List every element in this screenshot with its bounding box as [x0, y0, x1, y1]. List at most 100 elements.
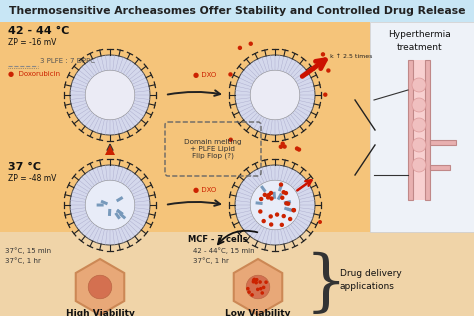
Circle shape — [235, 165, 315, 245]
Circle shape — [252, 280, 255, 283]
Circle shape — [255, 281, 258, 284]
Circle shape — [288, 217, 292, 221]
Circle shape — [292, 208, 296, 212]
Circle shape — [235, 55, 315, 135]
Text: 37°C, 15 min
37°C, 1 hr: 37°C, 15 min 37°C, 1 hr — [5, 248, 51, 264]
Circle shape — [259, 197, 264, 201]
Circle shape — [250, 180, 300, 230]
Text: }: } — [305, 251, 347, 316]
Circle shape — [269, 222, 273, 227]
Circle shape — [262, 219, 266, 223]
FancyBboxPatch shape — [116, 196, 123, 202]
Polygon shape — [105, 145, 115, 155]
FancyBboxPatch shape — [116, 209, 123, 216]
Circle shape — [268, 214, 273, 219]
Polygon shape — [76, 259, 124, 315]
Bar — [408, 60, 413, 200]
Circle shape — [228, 137, 233, 142]
FancyBboxPatch shape — [116, 209, 124, 216]
Circle shape — [247, 290, 251, 294]
Circle shape — [85, 180, 135, 230]
FancyBboxPatch shape — [273, 192, 276, 199]
Bar — [0, 232, 474, 316]
FancyBboxPatch shape — [260, 185, 266, 193]
Bar — [413, 60, 425, 200]
Circle shape — [258, 209, 263, 214]
Circle shape — [412, 138, 426, 152]
Circle shape — [281, 142, 285, 146]
Bar — [0, 22, 370, 232]
Circle shape — [280, 196, 284, 200]
FancyBboxPatch shape — [287, 207, 294, 212]
Text: ZP = -16 mV: ZP = -16 mV — [8, 38, 56, 47]
Circle shape — [279, 182, 283, 187]
Circle shape — [412, 78, 426, 92]
Text: 37 °C: 37 °C — [8, 162, 41, 172]
Circle shape — [297, 147, 301, 152]
Text: ●  Doxorubicin: ● Doxorubicin — [8, 71, 60, 77]
Circle shape — [250, 293, 254, 297]
Circle shape — [284, 191, 288, 195]
Circle shape — [246, 275, 270, 299]
Bar — [430, 140, 456, 145]
Circle shape — [269, 196, 273, 201]
Circle shape — [266, 193, 271, 197]
Circle shape — [259, 287, 263, 290]
Text: Thermosensitive Archeasomes Offer Stability and Controlled Drug Release: Thermosensitive Archeasomes Offer Stabil… — [9, 6, 465, 16]
Text: Drug delivery
applications: Drug delivery applications — [340, 269, 402, 291]
Circle shape — [228, 72, 233, 76]
Circle shape — [255, 278, 258, 282]
Circle shape — [85, 70, 135, 120]
Circle shape — [88, 275, 112, 299]
FancyBboxPatch shape — [277, 193, 283, 200]
Circle shape — [260, 291, 264, 295]
Bar — [0, 0, 474, 22]
Circle shape — [286, 202, 291, 206]
Circle shape — [292, 208, 296, 212]
Text: 42 - 44 °C: 42 - 44 °C — [8, 26, 69, 36]
Circle shape — [283, 144, 287, 149]
Circle shape — [282, 190, 286, 194]
FancyBboxPatch shape — [119, 213, 126, 220]
Text: Domain melting
+ PLFE Lipid
Flip Flop (?): Domain melting + PLFE Lipid Flip Flop (?… — [184, 139, 242, 159]
Bar — [425, 60, 430, 200]
Text: ZP = -48 mV: ZP = -48 mV — [8, 174, 56, 183]
Circle shape — [253, 278, 256, 281]
Bar — [430, 165, 450, 170]
Circle shape — [246, 287, 250, 290]
FancyBboxPatch shape — [97, 204, 104, 207]
Circle shape — [326, 68, 330, 73]
Text: ● DXO: ● DXO — [193, 72, 216, 78]
FancyBboxPatch shape — [284, 207, 292, 212]
Circle shape — [318, 220, 322, 224]
FancyBboxPatch shape — [255, 201, 263, 205]
Circle shape — [266, 195, 270, 200]
Circle shape — [323, 93, 328, 97]
Circle shape — [250, 70, 300, 120]
Circle shape — [275, 212, 279, 217]
Text: 42 - 44°C, 15 min
37°C, 1 hr: 42 - 44°C, 15 min 37°C, 1 hr — [193, 248, 255, 264]
Text: High Viability: High Viability — [65, 309, 135, 316]
Text: MCF - 7 cells: MCF - 7 cells — [188, 235, 248, 244]
Circle shape — [70, 165, 150, 245]
Polygon shape — [234, 259, 282, 315]
FancyBboxPatch shape — [114, 212, 121, 220]
Circle shape — [263, 193, 267, 197]
Text: 3 PLFE : 7 DPPC: 3 PLFE : 7 DPPC — [40, 58, 95, 64]
Bar — [370, 22, 474, 232]
Circle shape — [264, 280, 268, 284]
Text: Low Viability: Low Viability — [225, 309, 291, 316]
Circle shape — [295, 146, 299, 151]
Circle shape — [284, 201, 289, 205]
Circle shape — [321, 52, 325, 57]
Circle shape — [252, 279, 255, 282]
Circle shape — [256, 288, 260, 291]
Circle shape — [258, 280, 262, 284]
Text: k ↑ 2.5 times: k ↑ 2.5 times — [330, 54, 373, 59]
Circle shape — [248, 41, 253, 46]
Circle shape — [412, 118, 426, 132]
Circle shape — [279, 144, 283, 149]
Circle shape — [412, 98, 426, 112]
FancyBboxPatch shape — [100, 200, 108, 205]
FancyBboxPatch shape — [108, 209, 111, 216]
